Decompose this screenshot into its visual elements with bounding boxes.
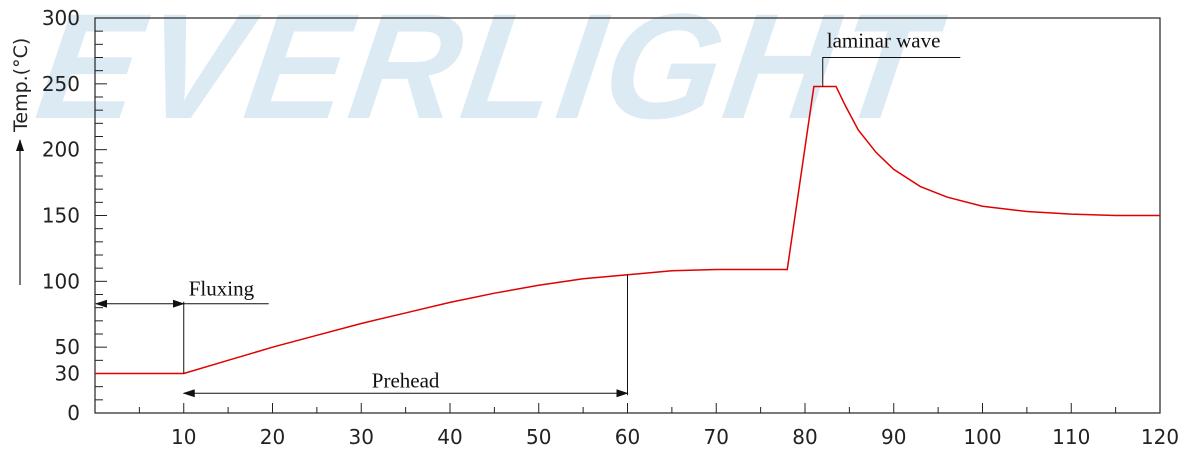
fluxing-label: Fluxing xyxy=(189,277,255,301)
x-tick-label: 50 xyxy=(526,425,551,449)
y-axis-tick-labels: 0 30 50 100 150 200 250 300 xyxy=(42,6,80,425)
y-tick-label: 150 xyxy=(42,204,80,228)
x-tick-label: 30 xyxy=(349,425,374,449)
x-tick-label: 40 xyxy=(437,425,462,449)
fluxing-annotation: Fluxing xyxy=(95,277,269,374)
prehead-label: Prehead xyxy=(372,368,440,392)
y-axis-label: Temp.(°C) xyxy=(10,38,32,133)
y-axis-label-group: Temp.(°C) xyxy=(10,38,32,285)
x-tick-label: 90 xyxy=(881,425,906,449)
x-tick-label: 60 xyxy=(615,425,640,449)
temperature-curve xyxy=(95,85,1160,375)
x-tick-label: 110 xyxy=(1052,425,1090,449)
x-tick-label: 80 xyxy=(792,425,817,449)
y-tick-label: 0 xyxy=(67,401,80,425)
y-tick-label: 50 xyxy=(55,335,80,359)
x-tick-label: 100 xyxy=(963,425,1001,449)
y-tick-label: 250 xyxy=(42,72,80,96)
x-tick-label: 10 xyxy=(171,425,196,449)
y-tick-label: 200 xyxy=(42,138,80,162)
laminar-wave-annotation: laminar wave xyxy=(822,29,961,87)
laminar-wave-leader xyxy=(822,57,961,87)
x-axis-ticks: 10 20 30 40 50 60 70 80 90 100 110 120 xyxy=(138,403,1179,449)
prehead-annotation: Prehead xyxy=(182,274,629,398)
x-tick-label: 70 xyxy=(704,425,729,449)
laminar-wave-label: laminar wave xyxy=(827,29,941,53)
x-tick-label: 20 xyxy=(260,425,285,449)
x-tick-label: 120 xyxy=(1141,425,1179,449)
y-tick-label: 100 xyxy=(42,269,80,293)
y-minor-ticks xyxy=(95,30,107,401)
y-tick-label: 300 xyxy=(42,6,80,30)
y-tick-label: 30 xyxy=(55,362,80,386)
